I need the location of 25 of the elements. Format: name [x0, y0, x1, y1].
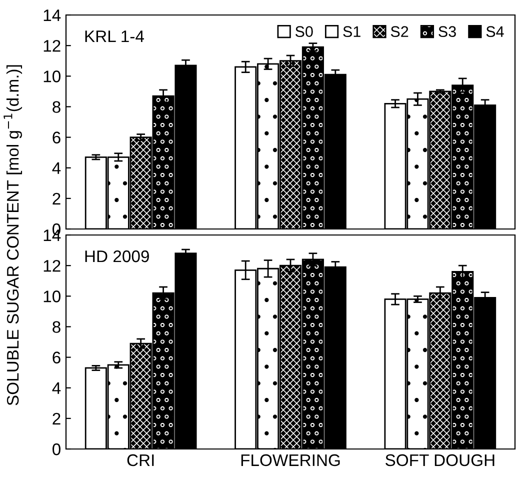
- text: HD 2009: [85, 250, 149, 262]
- y-tick-label: 2: [52, 192, 60, 204]
- y-tick-label: 8: [52, 321, 60, 333]
- legend-label: S1: [343, 26, 360, 37]
- y-tick-label: 4: [52, 382, 61, 394]
- y-axis-title: SOLUBLE SUGAR CONTENT [mol g$^{−1}$(d.m.)]: [4, 65, 22, 406]
- y-tick-label: 0: [52, 443, 60, 456]
- text: KRL 1-4: [85, 30, 144, 42]
- y-tick-label: 14: [44, 10, 61, 22]
- y-tick-label: 10: [44, 290, 60, 302]
- legend-label: S4: [486, 26, 504, 37]
- y-tick-label: 6: [52, 352, 60, 364]
- y-tick-label: 6: [52, 132, 60, 144]
- x-tick-label: CRI: [127, 454, 154, 466]
- y-tick-label: 12: [44, 40, 60, 52]
- y-tick-label: 10: [44, 70, 60, 82]
- x-tick-label: SOFT DOUGH: [386, 454, 494, 466]
- legend-label: S0: [295, 26, 313, 37]
- y-tick-label: 8: [52, 101, 60, 113]
- legend-label: S3: [438, 26, 456, 37]
- legend-label: S2: [390, 26, 408, 37]
- y-tick-label: 2: [52, 412, 60, 424]
- x-tick-label: FLOWERING: [241, 454, 340, 466]
- y-tick-label: 4: [52, 162, 61, 174]
- y-tick-label: 12: [44, 260, 60, 272]
